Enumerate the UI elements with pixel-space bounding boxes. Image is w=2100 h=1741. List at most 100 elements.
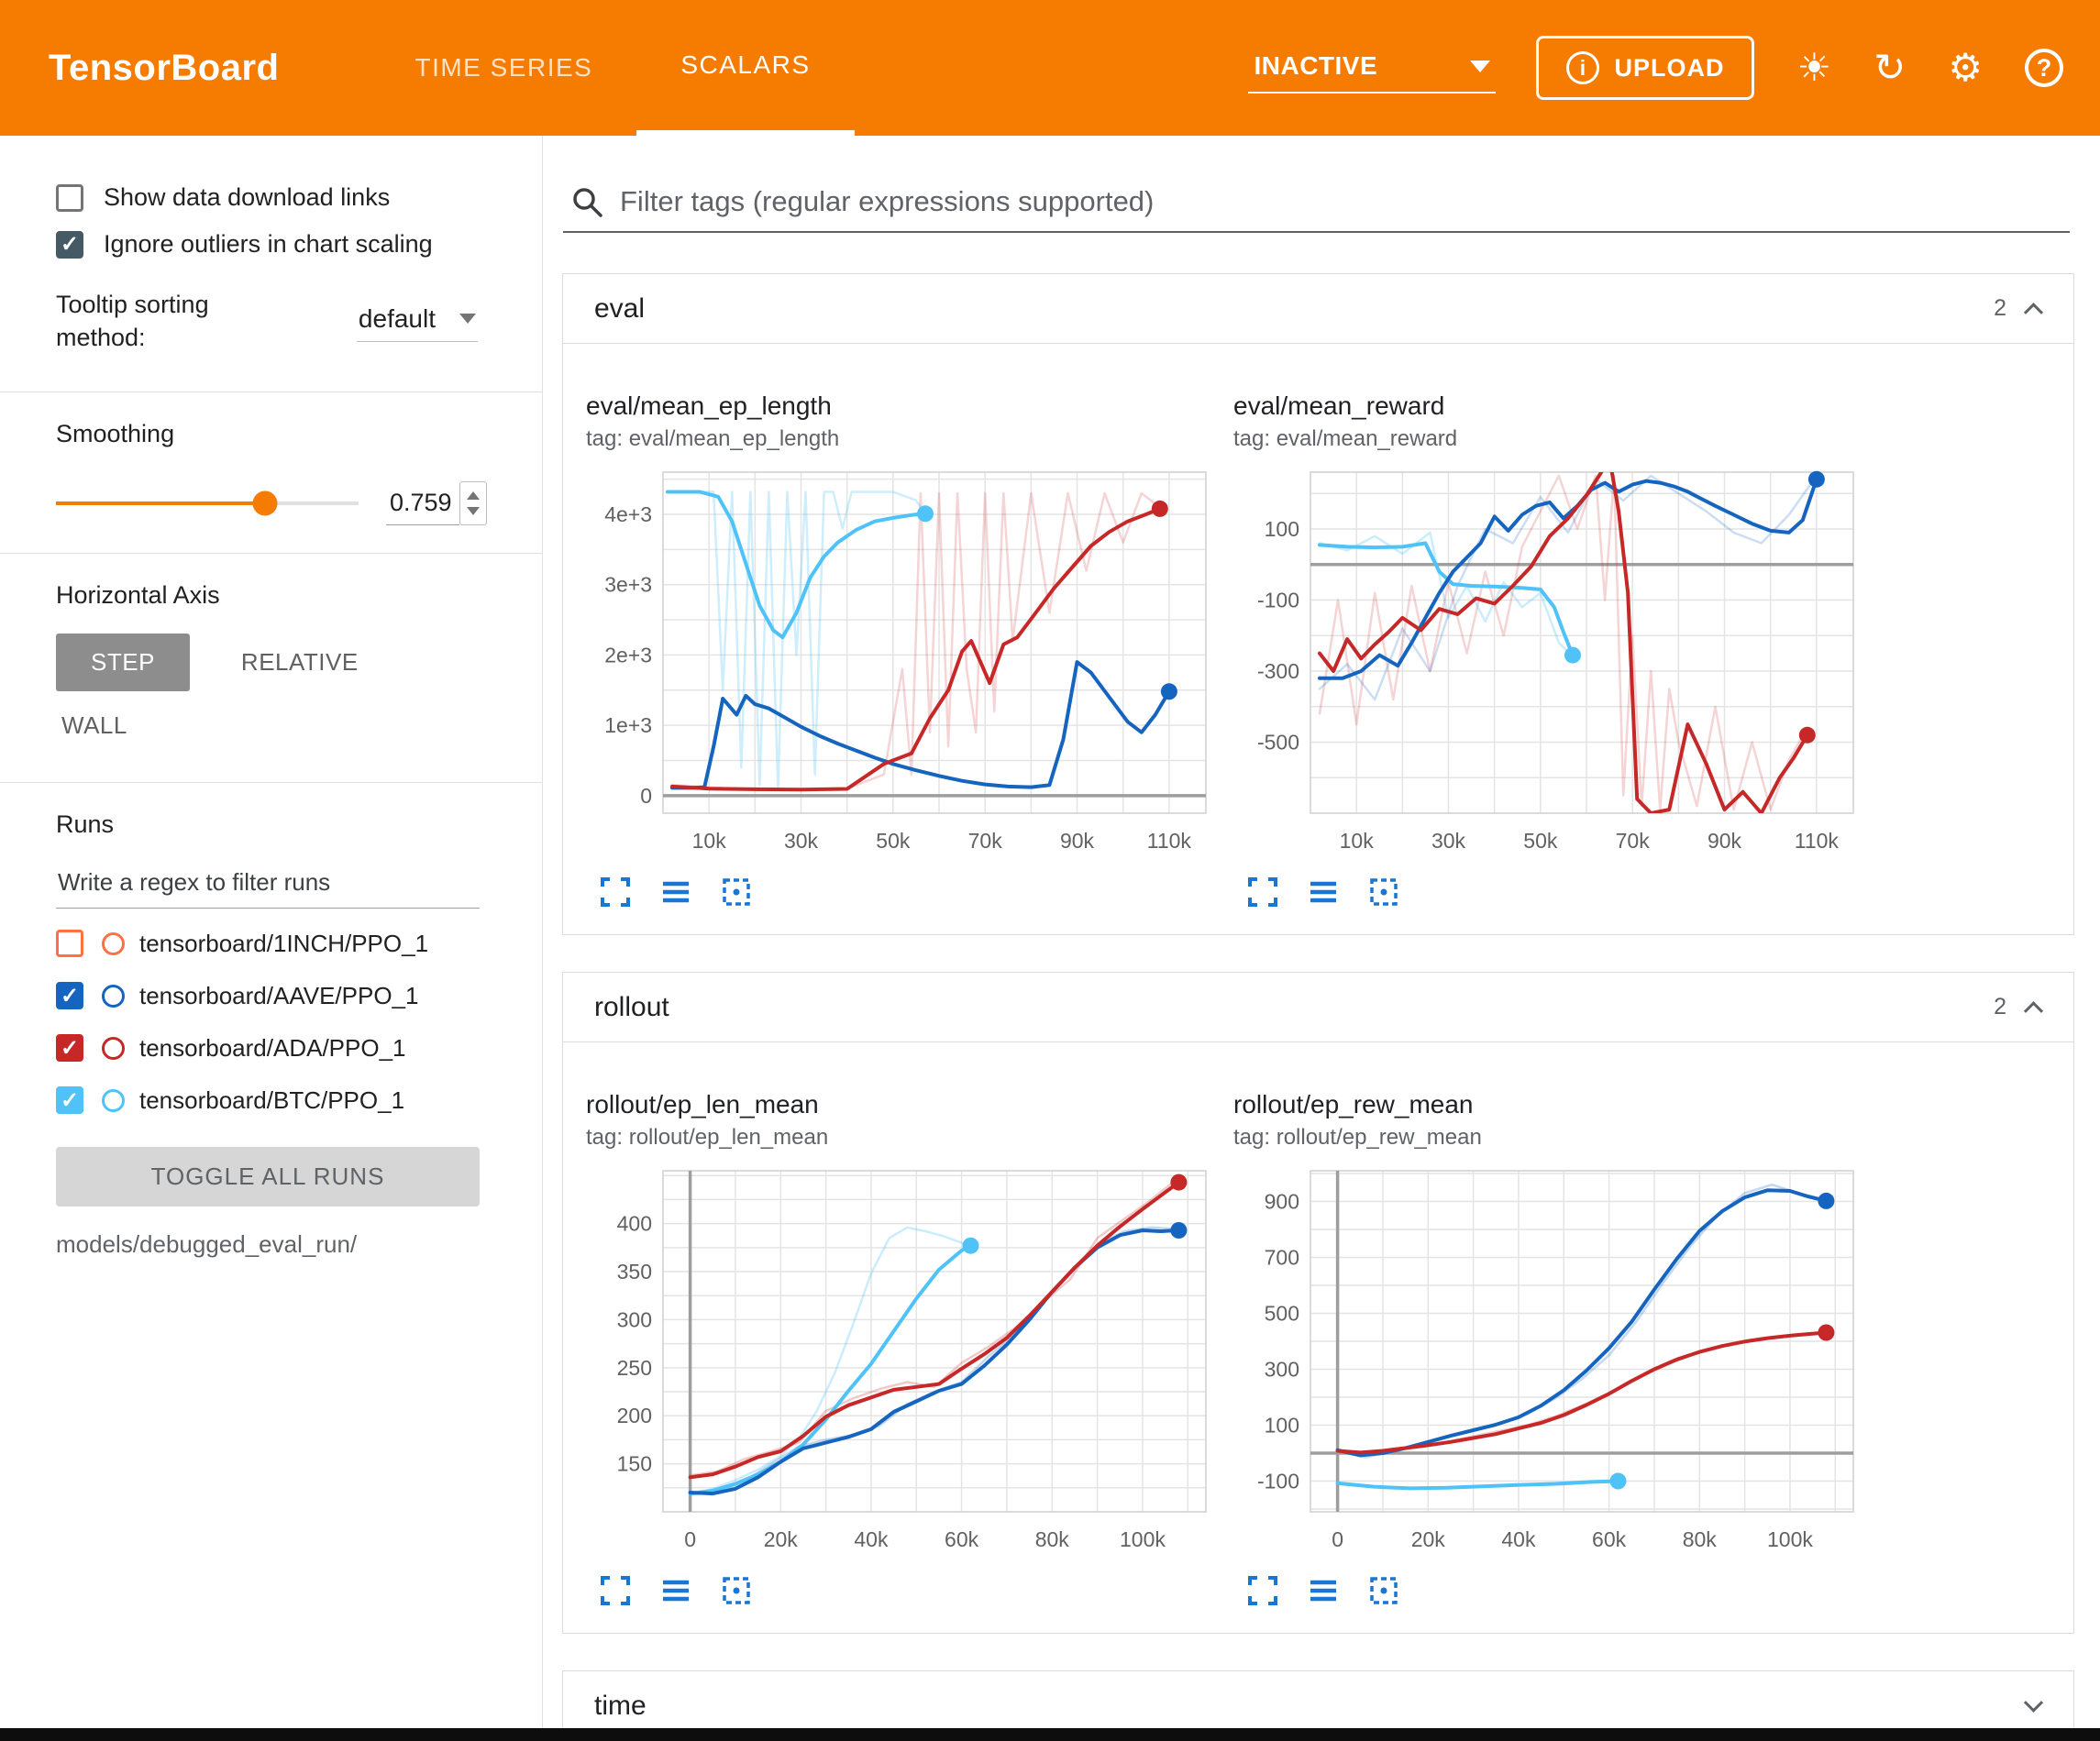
settings-gear-icon[interactable]: ⚙ xyxy=(1948,46,1983,89)
section-title: rollout xyxy=(594,991,669,1022)
section-count: 2 xyxy=(1994,994,2006,1019)
ignore-outliers-checkbox[interactable]: ✓ xyxy=(56,230,83,259)
fit-domain-icon[interactable] xyxy=(1367,1574,1400,1607)
svg-text:50k: 50k xyxy=(876,829,911,853)
run-label: tensorboard/ADA/PPO_1 xyxy=(139,1033,406,1062)
svg-text:50k: 50k xyxy=(1523,829,1558,853)
svg-text:700: 700 xyxy=(1265,1246,1299,1270)
upload-button[interactable]: i UPLOAD xyxy=(1536,36,1755,100)
run-row[interactable]: ✓ tensorboard/BTC/PPO_1 xyxy=(0,1074,542,1127)
spinner-up-icon[interactable] xyxy=(466,490,480,500)
svg-text:2e+3: 2e+3 xyxy=(604,643,652,667)
smoothing-slider[interactable] xyxy=(56,490,359,516)
brightness-icon[interactable]: ☀ xyxy=(1796,46,1832,89)
run-row[interactable]: ✓ tensorboard/ADA/PPO_1 xyxy=(0,1022,542,1074)
run-color-circle xyxy=(102,931,125,955)
chevron-down-icon xyxy=(459,314,476,325)
runs-filter-input[interactable] xyxy=(56,862,480,909)
chart-eval-mean-reward[interactable]: 10k 30k 50k 70k 90k 110k -500 -300 -100 100 xyxy=(1233,459,1866,870)
svg-text:-500: -500 xyxy=(1257,731,1299,755)
refresh-icon[interactable]: ↻ xyxy=(1873,46,1907,89)
svg-text:-100: -100 xyxy=(1257,589,1299,612)
fullscreen-icon[interactable] xyxy=(1246,1574,1279,1607)
fit-domain-icon[interactable] xyxy=(720,1574,753,1607)
chart-actions xyxy=(1246,1574,1866,1607)
chart-rollout-ep-len-mean[interactable]: 0 20k 40k 60k 80k 100k 150 200 250 300 350 400 xyxy=(586,1158,1219,1569)
fit-domain-icon[interactable] xyxy=(720,876,753,909)
smoothing-value-input[interactable]: 0.759 xyxy=(386,489,459,525)
chart-tag: tag: rollout/ep_len_mean xyxy=(586,1125,829,1150)
app-header: TensorBoard TIME SERIES SCALARS INACTIVE… xyxy=(0,0,2100,136)
svg-text:400: 400 xyxy=(617,1212,652,1236)
svg-text:4e+3: 4e+3 xyxy=(604,502,652,526)
chart-rollout-ep-rew-mean[interactable]: 0 20k 40k 60k 80k 100k -100 100 300 500 700 900 xyxy=(1233,1158,1866,1569)
show-download-links-checkbox[interactable] xyxy=(56,183,83,212)
fullscreen-icon[interactable] xyxy=(599,876,632,909)
slider-knob[interactable] xyxy=(252,490,278,516)
collapse-chevron-up-icon[interactable] xyxy=(2023,1001,2044,1021)
svg-text:60k: 60k xyxy=(1592,1527,1627,1551)
svg-text:30k: 30k xyxy=(784,829,819,853)
svg-text:250: 250 xyxy=(617,1356,652,1380)
chart-actions xyxy=(599,876,1219,909)
chart-card-rollout-ep-rew-mean: rollout/ep_rew_mean tag: rollout/ep_rew_… xyxy=(1233,1090,1866,1607)
section-header-eval[interactable]: eval 2 xyxy=(563,274,2073,344)
svg-text:0: 0 xyxy=(640,784,652,808)
tooltip-sorting-row: Tooltip sorting method: default xyxy=(0,268,542,364)
section-header-rollout[interactable]: rollout 2 xyxy=(563,973,2073,1042)
svg-text:300: 300 xyxy=(1265,1357,1299,1381)
run-label: tensorboard/BTC/PPO_1 xyxy=(139,1085,405,1114)
run-checkbox[interactable]: ✓ xyxy=(56,982,83,1010)
collapse-chevron-up-icon[interactable] xyxy=(2023,303,2044,323)
expand-chevron-down-icon[interactable] xyxy=(2023,1692,2044,1713)
axis-relative-button[interactable]: RELATIVE xyxy=(221,634,379,691)
axis-wall-button[interactable]: WALL xyxy=(41,697,148,755)
run-row[interactable]: ✓ tensorboard/AAVE/PPO_1 xyxy=(0,970,542,1022)
show-download-links-row[interactable]: Show data download links xyxy=(0,174,542,221)
number-spinner[interactable] xyxy=(459,480,487,525)
runs-list: tensorboard/1INCH/PPO_1 ✓ tensorboard/AAVE… xyxy=(0,918,542,1127)
run-checkbox[interactable] xyxy=(56,930,83,958)
run-checkbox[interactable]: ✓ xyxy=(56,1086,83,1115)
svg-text:60k: 60k xyxy=(945,1527,979,1551)
svg-text:150: 150 xyxy=(617,1452,652,1476)
section-title: time xyxy=(594,1691,647,1721)
run-row[interactable]: tensorboard/1INCH/PPO_1 xyxy=(0,918,542,970)
run-checkbox[interactable]: ✓ xyxy=(56,1034,83,1063)
run-label: tensorboard/1INCH/PPO_1 xyxy=(139,929,429,957)
svg-text:70k: 70k xyxy=(1616,829,1651,853)
fit-domain-icon[interactable] xyxy=(1367,876,1400,909)
fullscreen-icon[interactable] xyxy=(1246,876,1279,909)
tab-time-series[interactable]: TIME SERIES xyxy=(414,53,593,82)
settings-lines-icon[interactable] xyxy=(659,876,692,909)
chart-title: eval/mean_ep_length xyxy=(586,391,832,420)
section-body-rollout: rollout/ep_len_mean tag: rollout/ep_len_… xyxy=(563,1042,2073,1633)
fullscreen-icon[interactable] xyxy=(599,1574,632,1607)
section-header-time[interactable]: time xyxy=(563,1671,2073,1728)
help-icon[interactable]: ? xyxy=(2025,49,2063,87)
tab-scalars[interactable]: SCALARS xyxy=(636,0,855,136)
svg-text:90k: 90k xyxy=(1060,829,1095,853)
chart-eval-mean-ep-length[interactable]: 10k 30k 50k 70k 90k 110k 0 1e+3 2e+3 3e+3 4e+3 xyxy=(586,459,1219,870)
tag-filter-input[interactable] xyxy=(620,185,2066,218)
chart-actions xyxy=(1246,876,1866,909)
chevron-down-icon xyxy=(1470,60,1491,72)
status-dropdown[interactable]: INACTIVE xyxy=(1248,42,1497,94)
spinner-down-icon[interactable] xyxy=(466,506,480,515)
axis-step-button[interactable]: STEP xyxy=(56,633,190,691)
settings-lines-icon[interactable] xyxy=(1307,876,1340,909)
settings-sidebar: Show data download links ✓ Ignore outlie… xyxy=(0,136,543,1728)
chart-card-rollout-ep-len-mean: rollout/ep_len_mean tag: rollout/ep_len_… xyxy=(586,1090,1219,1607)
tooltip-sorting-dropdown[interactable]: default xyxy=(356,301,478,342)
svg-text:350: 350 xyxy=(617,1260,652,1284)
chart-title: eval/mean_reward xyxy=(1233,391,1445,420)
toggle-all-runs-button[interactable]: TOGGLE ALL RUNS xyxy=(56,1146,480,1207)
run-label: tensorboard/AAVE/PPO_1 xyxy=(139,981,419,1009)
settings-lines-icon[interactable] xyxy=(1307,1574,1340,1607)
svg-text:80k: 80k xyxy=(1035,1527,1070,1551)
app-title[interactable]: TensorBoard xyxy=(49,47,280,88)
ignore-outliers-row[interactable]: ✓ Ignore outliers in chart scaling xyxy=(0,221,542,268)
smoothing-control: 0.759 xyxy=(0,448,542,525)
settings-lines-icon[interactable] xyxy=(659,1574,692,1607)
window-bottom-edge xyxy=(0,1728,2100,1741)
